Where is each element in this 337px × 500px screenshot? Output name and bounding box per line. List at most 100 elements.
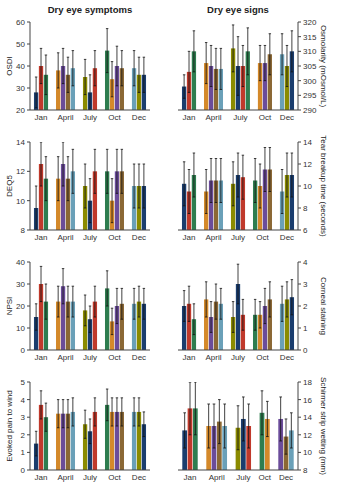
- error-stem: [45, 55, 46, 95]
- error-cap: [193, 197, 195, 198]
- error-bar: [35, 186, 37, 230]
- error-stem: [41, 142, 42, 186]
- error-stem: [282, 286, 283, 321]
- error-cap: [286, 45, 288, 46]
- error-bar: [215, 284, 217, 319]
- y-tick-label: 14: [16, 138, 25, 147]
- error-cap: [215, 89, 217, 90]
- error-bar: [264, 148, 266, 192]
- error-cap: [62, 48, 64, 49]
- error-cap: [133, 164, 135, 165]
- error-bar: [138, 57, 140, 92]
- error-bar: [264, 45, 266, 80]
- panel: JanAprilJulyOctDec68101214Tear breakup t…: [178, 135, 328, 242]
- error-cap: [72, 149, 74, 150]
- y-tick-label: 20: [16, 106, 25, 115]
- error-cap: [188, 92, 190, 93]
- error-bar: [286, 153, 288, 197]
- error-bar: [67, 157, 69, 201]
- chart-container: Dry eye symptomsJanAprilJulyOctDec203040…: [0, 0, 337, 500]
- error-stem: [211, 45, 212, 86]
- error-bar: [223, 404, 226, 448]
- error-stem: [58, 53, 59, 88]
- error-stem: [85, 295, 86, 326]
- y-tick-label: 14: [303, 138, 312, 147]
- marks: [182, 25, 294, 110]
- error-cap: [57, 156, 59, 157]
- y-tick-label: 0: [21, 466, 26, 475]
- error-cap: [72, 85, 74, 86]
- error-stem: [291, 153, 292, 197]
- x-tick-label: Oct: [108, 113, 121, 122]
- x-tick-label: Dec: [132, 233, 146, 242]
- error-cap: [247, 27, 249, 28]
- error-cap: [138, 92, 140, 93]
- error-cap: [269, 191, 271, 192]
- y-axis: [30, 382, 31, 470]
- error-stem: [211, 302, 212, 333]
- error-bar: [259, 45, 261, 80]
- error-stem: [72, 286, 73, 317]
- error-cap: [223, 448, 226, 449]
- y-tick: [298, 164, 301, 165]
- error-cap: [291, 153, 293, 154]
- error-bar: [254, 159, 256, 203]
- error-cap: [247, 74, 249, 75]
- error-stem: [36, 186, 37, 230]
- y-tick-label: 50: [16, 40, 25, 49]
- error-bar: [215, 48, 217, 89]
- error-bar: [269, 34, 271, 75]
- y-tick: [298, 306, 301, 307]
- error-cap: [242, 330, 244, 331]
- error-bar: [291, 280, 293, 315]
- y-tick-label: 18: [303, 378, 312, 387]
- error-bar: [67, 286, 69, 317]
- error-cap: [266, 436, 269, 437]
- error-bar: [286, 282, 288, 317]
- marks: [34, 266, 146, 350]
- error-bar: [72, 51, 74, 86]
- y-tick: [298, 36, 301, 37]
- error-cap: [210, 45, 212, 46]
- x-tick-label: Oct: [258, 473, 271, 482]
- error-cap: [237, 405, 240, 406]
- error-cap: [269, 317, 271, 318]
- panel: Dry eye signsJanAprilJulyOctDec290295300…: [178, 4, 328, 122]
- error-cap: [213, 448, 216, 449]
- error-cap: [45, 403, 47, 404]
- panel: JanAprilJulyOctDec8101214DEQ5: [5, 138, 150, 242]
- error-cap: [281, 169, 283, 170]
- error-cap: [121, 85, 123, 86]
- error-cap: [193, 71, 195, 72]
- error-cap: [215, 48, 217, 49]
- error-stem: [107, 29, 108, 73]
- error-bar: [232, 162, 234, 206]
- y-tick-label: 4: [21, 396, 26, 405]
- error-stem: [264, 288, 265, 323]
- error-bar: [89, 75, 91, 110]
- error-cap: [259, 301, 261, 302]
- error-stem: [90, 75, 91, 110]
- error-stem: [72, 398, 73, 426]
- error-stem: [193, 31, 194, 72]
- error-cap: [259, 164, 261, 165]
- error-bar: [232, 25, 234, 72]
- error-cap: [188, 51, 190, 52]
- error-stem: [206, 282, 207, 317]
- error-stem: [242, 45, 243, 86]
- error-bar: [189, 382, 192, 435]
- error-stem: [233, 162, 234, 206]
- error-cap: [116, 46, 118, 47]
- error-bar: [116, 288, 118, 323]
- y-axis-label: Osmolarity (mOsmol/L): [319, 25, 328, 108]
- x-tick-label: Oct: [259, 113, 272, 122]
- y-tick: [27, 452, 30, 453]
- error-cap: [111, 426, 113, 427]
- error-cap: [254, 158, 256, 159]
- error-bar: [116, 398, 118, 426]
- error-stem: [206, 170, 207, 214]
- error-bar: [207, 404, 210, 448]
- error-cap: [291, 71, 293, 72]
- error-stem: [184, 75, 185, 98]
- error-cap: [133, 397, 135, 398]
